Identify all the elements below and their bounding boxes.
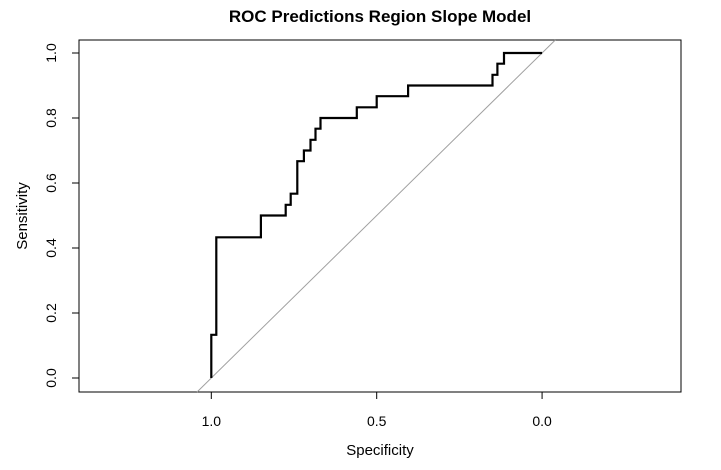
y-tick-label: 0.0 bbox=[43, 368, 59, 388]
series-layer bbox=[210, 51, 543, 378]
y-tick-label: 0.6 bbox=[43, 173, 59, 193]
x-tick-label: 0.5 bbox=[367, 413, 387, 429]
y-tick-label: 0.2 bbox=[43, 303, 59, 323]
chance-diagonal-line bbox=[196, 39, 556, 393]
y-tick-label: 1.0 bbox=[43, 43, 59, 63]
x-axis: 1.0 0.5 0.0 bbox=[202, 392, 552, 429]
x-tick-label: 0.0 bbox=[532, 413, 552, 429]
y-axis: 0.0 0.2 0.4 0.6 0.8 1.0 bbox=[43, 43, 79, 388]
chart-title: ROC Predictions Region Slope Model bbox=[229, 7, 531, 26]
y-tick-label: 0.4 bbox=[43, 238, 59, 258]
y-axis-label: Sensitivity bbox=[14, 182, 31, 250]
plot-frame bbox=[78, 39, 682, 393]
roc-curve-line bbox=[210, 51, 543, 378]
x-tick-label: 1.0 bbox=[202, 413, 222, 429]
y-tick-label: 0.8 bbox=[43, 108, 59, 128]
x-axis-label: Specificity bbox=[346, 442, 414, 459]
